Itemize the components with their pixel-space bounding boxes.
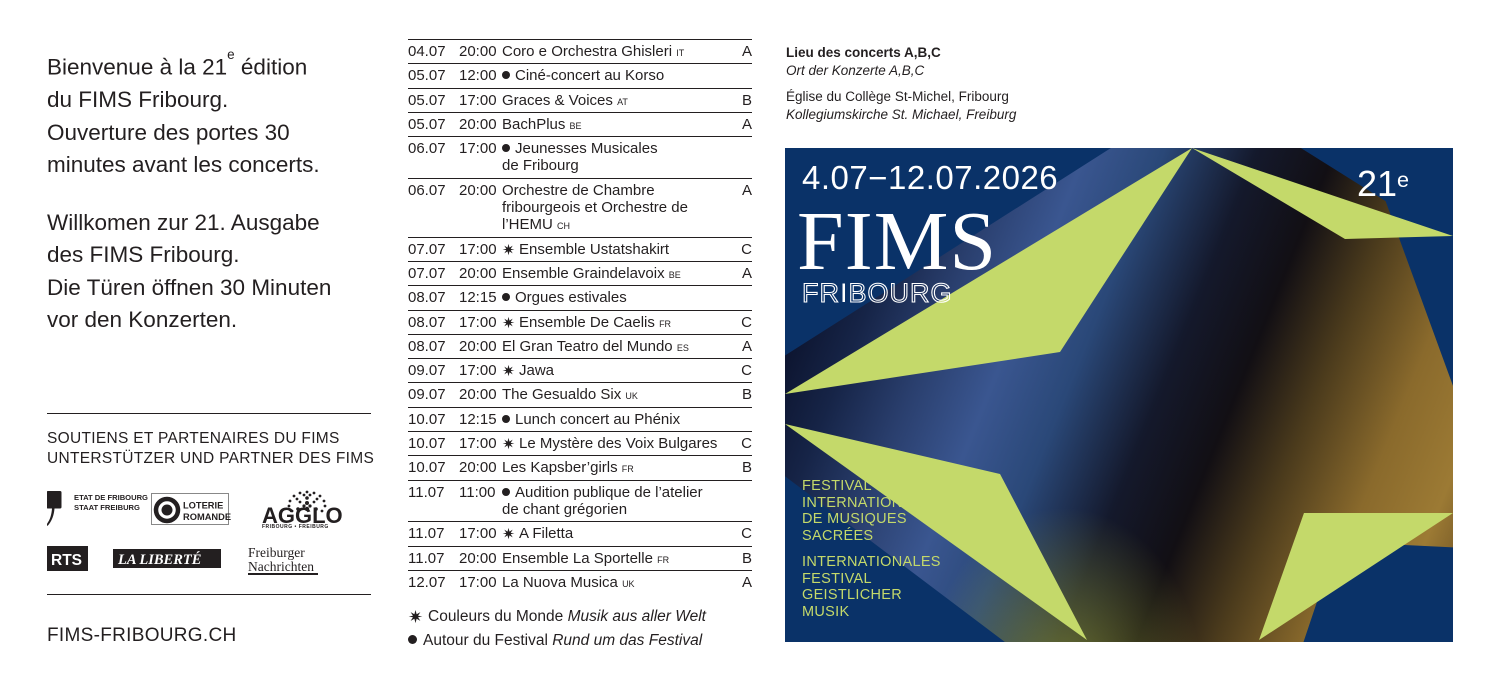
svg-text:ROMANDE: ROMANDE: [183, 512, 231, 522]
svg-text:RTS: RTS: [51, 552, 82, 569]
svg-text:LA LIBERTÉ: LA LIBERTÉ: [117, 551, 202, 568]
svg-text:FRIBOURG • FREIBURG: FRIBOURG • FREIBURG: [262, 524, 329, 528]
svg-text:LOTERIE: LOTERIE: [183, 501, 223, 511]
svg-text:Nachrichten: Nachrichten: [248, 559, 314, 574]
svg-text:Freiburger: Freiburger: [248, 545, 305, 560]
